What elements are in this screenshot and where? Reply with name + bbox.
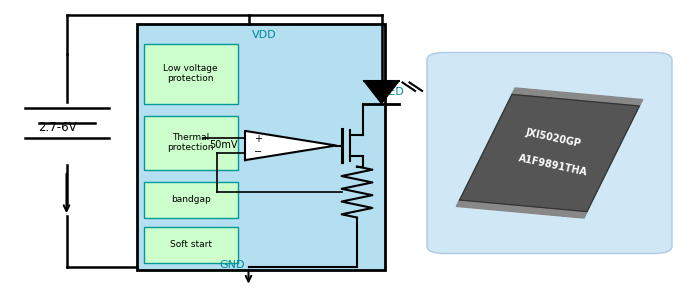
Polygon shape xyxy=(456,200,470,207)
Polygon shape xyxy=(554,92,568,99)
Text: JXI5020GP: JXI5020GP xyxy=(524,127,582,149)
Polygon shape xyxy=(608,97,622,104)
Polygon shape xyxy=(562,210,577,217)
Text: GND: GND xyxy=(220,260,245,271)
Text: Thermal
protection: Thermal protection xyxy=(167,133,214,152)
Polygon shape xyxy=(520,206,534,213)
FancyBboxPatch shape xyxy=(144,182,238,218)
Polygon shape xyxy=(467,201,481,208)
Polygon shape xyxy=(245,131,336,160)
FancyBboxPatch shape xyxy=(144,226,238,262)
Polygon shape xyxy=(522,89,537,96)
Text: +: + xyxy=(253,134,262,144)
Text: LED: LED xyxy=(383,86,405,97)
Polygon shape xyxy=(460,94,639,212)
Polygon shape xyxy=(575,94,589,101)
Polygon shape xyxy=(512,88,526,95)
Polygon shape xyxy=(618,98,632,105)
Polygon shape xyxy=(498,204,513,211)
Text: −: − xyxy=(253,147,262,157)
Polygon shape xyxy=(531,207,545,214)
FancyBboxPatch shape xyxy=(144,44,238,104)
Polygon shape xyxy=(544,91,558,98)
Text: A1F9891THA: A1F9891THA xyxy=(517,153,589,177)
Text: Soft start: Soft start xyxy=(169,240,211,249)
Text: 2.7-6V: 2.7-6V xyxy=(38,121,77,134)
Text: bandgap: bandgap xyxy=(171,195,211,204)
FancyBboxPatch shape xyxy=(144,116,238,169)
Polygon shape xyxy=(586,95,601,102)
FancyBboxPatch shape xyxy=(136,24,385,270)
Polygon shape xyxy=(541,208,555,215)
Text: Low voltage
protection: Low voltage protection xyxy=(163,64,218,83)
Polygon shape xyxy=(533,90,547,98)
Text: VDD: VDD xyxy=(252,29,276,40)
Text: 50mV: 50mV xyxy=(209,140,238,151)
Polygon shape xyxy=(477,202,491,209)
Polygon shape xyxy=(629,99,643,106)
Polygon shape xyxy=(565,93,579,100)
FancyBboxPatch shape xyxy=(427,52,672,253)
Polygon shape xyxy=(510,205,524,212)
Polygon shape xyxy=(364,81,399,103)
Polygon shape xyxy=(596,96,611,103)
Polygon shape xyxy=(552,208,566,216)
Polygon shape xyxy=(573,211,587,218)
Polygon shape xyxy=(488,203,503,210)
